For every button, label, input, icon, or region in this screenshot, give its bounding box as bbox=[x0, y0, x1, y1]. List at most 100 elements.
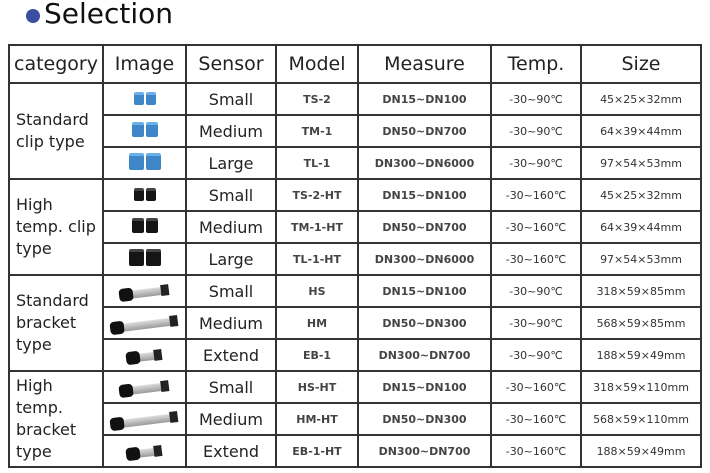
temp-cell: -30~160℃ bbox=[490, 402, 582, 436]
sensor-cell: Medium bbox=[185, 114, 277, 148]
sensor-cell: Small bbox=[185, 370, 277, 404]
measure-cell: DN300~DN700 bbox=[357, 338, 492, 372]
image-cell bbox=[102, 370, 187, 404]
image-cell bbox=[102, 146, 187, 180]
sensor-cell: Medium bbox=[185, 210, 277, 244]
bracket-sensor-icon bbox=[113, 316, 176, 333]
model-cell: TL-1 bbox=[275, 146, 359, 180]
bracket-sensor-icon bbox=[122, 285, 167, 300]
bracket-sensor-icon bbox=[129, 446, 160, 459]
measure-cell: DN300~DN700 bbox=[357, 434, 492, 468]
header-sensor: Sensor bbox=[185, 44, 277, 84]
size-cell: 318×59×85mm bbox=[580, 274, 702, 308]
sensor-cell: Small bbox=[185, 178, 277, 212]
table-row: High temp. bracket type Small HS-HT DN15~DN… bbox=[8, 370, 702, 468]
table-row: High temp. clip type Small TS-2-HT DN15~DN1… bbox=[8, 178, 702, 276]
bracket-sensor-icon bbox=[129, 350, 160, 363]
sensor-cell: Medium bbox=[185, 402, 277, 436]
size-cell: 64×39×44mm bbox=[580, 114, 702, 148]
table-row: Large TL-1-HT DN300~DN6000 -30~160℃ 97×54×53… bbox=[9, 242, 702, 276]
bracket-sensor-icon bbox=[113, 412, 176, 429]
table-row: Extend EB-1-HT DN300~DN700 -30~160℃ 188×59×4… bbox=[9, 434, 702, 468]
temp-cell: -30~90℃ bbox=[490, 338, 582, 372]
model-cell: EB-1-HT bbox=[275, 434, 359, 468]
image-cell bbox=[102, 434, 187, 468]
image-cell bbox=[102, 210, 187, 244]
size-cell: 188×59×49mm bbox=[580, 434, 702, 468]
model-cell: HS-HT bbox=[275, 370, 359, 404]
temp-cell: -30~160℃ bbox=[490, 370, 582, 404]
sensor-cell: Small bbox=[185, 274, 277, 308]
blue-clip-sensor-icon bbox=[131, 122, 159, 141]
image-cell bbox=[102, 402, 187, 436]
model-cell: HS bbox=[275, 274, 359, 308]
sensor-cell: Extend bbox=[185, 338, 277, 372]
size-cell: 568×59×110mm bbox=[580, 402, 702, 436]
table-row: Medium HM-HT DN50~DN300 -30~160℃ 568×59×110m… bbox=[9, 402, 702, 436]
model-cell: HM-HT bbox=[275, 402, 359, 436]
measure-cell: DN15~DN100 bbox=[357, 178, 492, 212]
image-cell bbox=[102, 274, 187, 308]
size-cell: 318×59×110mm bbox=[580, 370, 702, 404]
table-row: Medium HM DN50~DN300 -30~90℃ 568×59×85mm bbox=[9, 306, 702, 340]
image-cell bbox=[102, 178, 187, 212]
image-cell bbox=[102, 114, 187, 148]
header-temp: Temp. bbox=[490, 44, 582, 84]
header-row: category Image Sensor Model Measure Temp… bbox=[8, 44, 702, 84]
category-cell: High temp. bracket type bbox=[8, 370, 104, 468]
measure-cell: DN300~DN6000 bbox=[357, 242, 492, 276]
size-cell: 97×54×53mm bbox=[580, 242, 702, 276]
size-cell: 45×25×32mm bbox=[580, 178, 702, 212]
temp-cell: -30~90℃ bbox=[490, 82, 582, 116]
size-cell: 568×59×85mm bbox=[580, 306, 702, 340]
title-text: Selection bbox=[44, 0, 174, 30]
sensor-cell: Small bbox=[185, 82, 277, 116]
image-cell bbox=[102, 338, 187, 372]
size-cell: 64×39×44mm bbox=[580, 210, 702, 244]
header-category: category bbox=[8, 44, 104, 84]
temp-cell: -30~90℃ bbox=[490, 306, 582, 340]
sensor-cell: Large bbox=[185, 242, 277, 276]
model-cell: TM-1-HT bbox=[275, 210, 359, 244]
model-cell: TM-1 bbox=[275, 114, 359, 148]
black-clip-sensor-icon bbox=[133, 186, 157, 205]
measure-cell: DN15~DN100 bbox=[357, 370, 492, 404]
image-cell bbox=[102, 306, 187, 340]
category-cell: High temp. clip type bbox=[8, 178, 104, 276]
table-row: Extend EB-1 DN300~DN700 -30~90℃ 188×59×49mm bbox=[9, 338, 702, 372]
measure-cell: DN15~DN100 bbox=[357, 82, 492, 116]
page-title: Selection bbox=[26, 0, 173, 30]
model-cell: TS-2-HT bbox=[275, 178, 359, 212]
header-measure: Measure bbox=[357, 44, 492, 84]
image-cell bbox=[102, 242, 187, 276]
size-cell: 188×59×49mm bbox=[580, 338, 702, 372]
measure-cell: DN50~DN700 bbox=[357, 210, 492, 244]
measure-cell: DN50~DN300 bbox=[357, 402, 492, 436]
black-clip-sensor-icon bbox=[128, 248, 162, 270]
sensor-cell: Large bbox=[185, 146, 277, 180]
header-model: Model bbox=[275, 44, 359, 84]
temp-cell: -30~90℃ bbox=[490, 146, 582, 180]
table-row: Medium TM-1-HT DN50~DN700 -30~160℃ 64×39×44m… bbox=[9, 210, 702, 244]
category-cell: Standard clip type bbox=[8, 82, 104, 180]
temp-cell: -30~160℃ bbox=[490, 242, 582, 276]
bullet-icon bbox=[26, 8, 40, 23]
image-cell bbox=[102, 82, 187, 116]
measure-cell: DN50~DN700 bbox=[357, 114, 492, 148]
model-cell: EB-1 bbox=[275, 338, 359, 372]
temp-cell: -30~160℃ bbox=[490, 210, 582, 244]
header-image: Image bbox=[102, 44, 187, 84]
size-cell: 45×25×32mm bbox=[580, 82, 702, 116]
measure-cell: DN50~DN300 bbox=[357, 306, 492, 340]
sensor-cell: Extend bbox=[185, 434, 277, 468]
temp-cell: -30~90℃ bbox=[490, 114, 582, 148]
category-cell: Standard bracket type bbox=[8, 274, 104, 372]
temp-cell: -30~90℃ bbox=[490, 274, 582, 308]
bracket-sensor-icon bbox=[122, 381, 167, 396]
header-size: Size bbox=[580, 44, 702, 84]
size-cell: 97×54×53mm bbox=[580, 146, 702, 180]
blue-clip-sensor-icon bbox=[128, 152, 162, 174]
sensor-cell: Medium bbox=[185, 306, 277, 340]
temp-cell: -30~160℃ bbox=[490, 434, 582, 468]
table-row: Medium TM-1 DN50~DN700 -30~90℃ 64×39×44mm bbox=[9, 114, 702, 148]
